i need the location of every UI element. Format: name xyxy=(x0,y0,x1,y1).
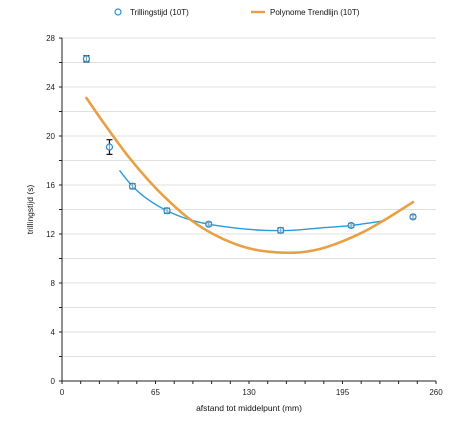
fit-line xyxy=(118,169,386,232)
plot-area xyxy=(82,55,417,255)
data-point xyxy=(205,220,213,228)
grid-lines xyxy=(62,37,436,357)
y-tick-label: 28 xyxy=(46,34,55,43)
data-point xyxy=(128,182,137,190)
data-point xyxy=(409,213,417,221)
data-point xyxy=(82,55,91,63)
data-point xyxy=(347,221,355,230)
y-tick-label: 4 xyxy=(51,328,56,337)
data-point xyxy=(105,143,114,151)
legend-label: Trillingstijd (10T) xyxy=(130,8,189,17)
y-tick-label: 16 xyxy=(46,181,55,190)
axes: 0 4 8 12 16 20 24 28 0 65 130 195 260 xyxy=(46,34,443,397)
trendline-polynome xyxy=(85,96,415,255)
y-tick-label: 20 xyxy=(46,132,55,141)
legend-label: Polynome Trendlijn (10T) xyxy=(270,8,360,17)
legend: Trillingstijd (10T) Polynome Trendlijn (1… xyxy=(114,8,360,17)
data-point xyxy=(277,226,285,234)
legend-marker-point xyxy=(114,8,122,16)
y-tick-label: 0 xyxy=(51,377,56,386)
y-tick-label: 8 xyxy=(51,279,56,288)
y-axis-label: trillingstijd (s) xyxy=(25,185,35,235)
y-tick-label: 24 xyxy=(46,83,55,92)
x-tick-label: 65 xyxy=(151,388,160,397)
x-tick-label: 260 xyxy=(429,388,443,397)
x-tick-label: 130 xyxy=(242,388,256,397)
x-tick-label: 0 xyxy=(60,388,65,397)
data-point xyxy=(163,207,171,215)
x-tick-label: 195 xyxy=(336,388,350,397)
x-axis-label: afstand tot middelpunt (mm) xyxy=(196,403,302,413)
y-tick-label: 12 xyxy=(46,230,55,239)
